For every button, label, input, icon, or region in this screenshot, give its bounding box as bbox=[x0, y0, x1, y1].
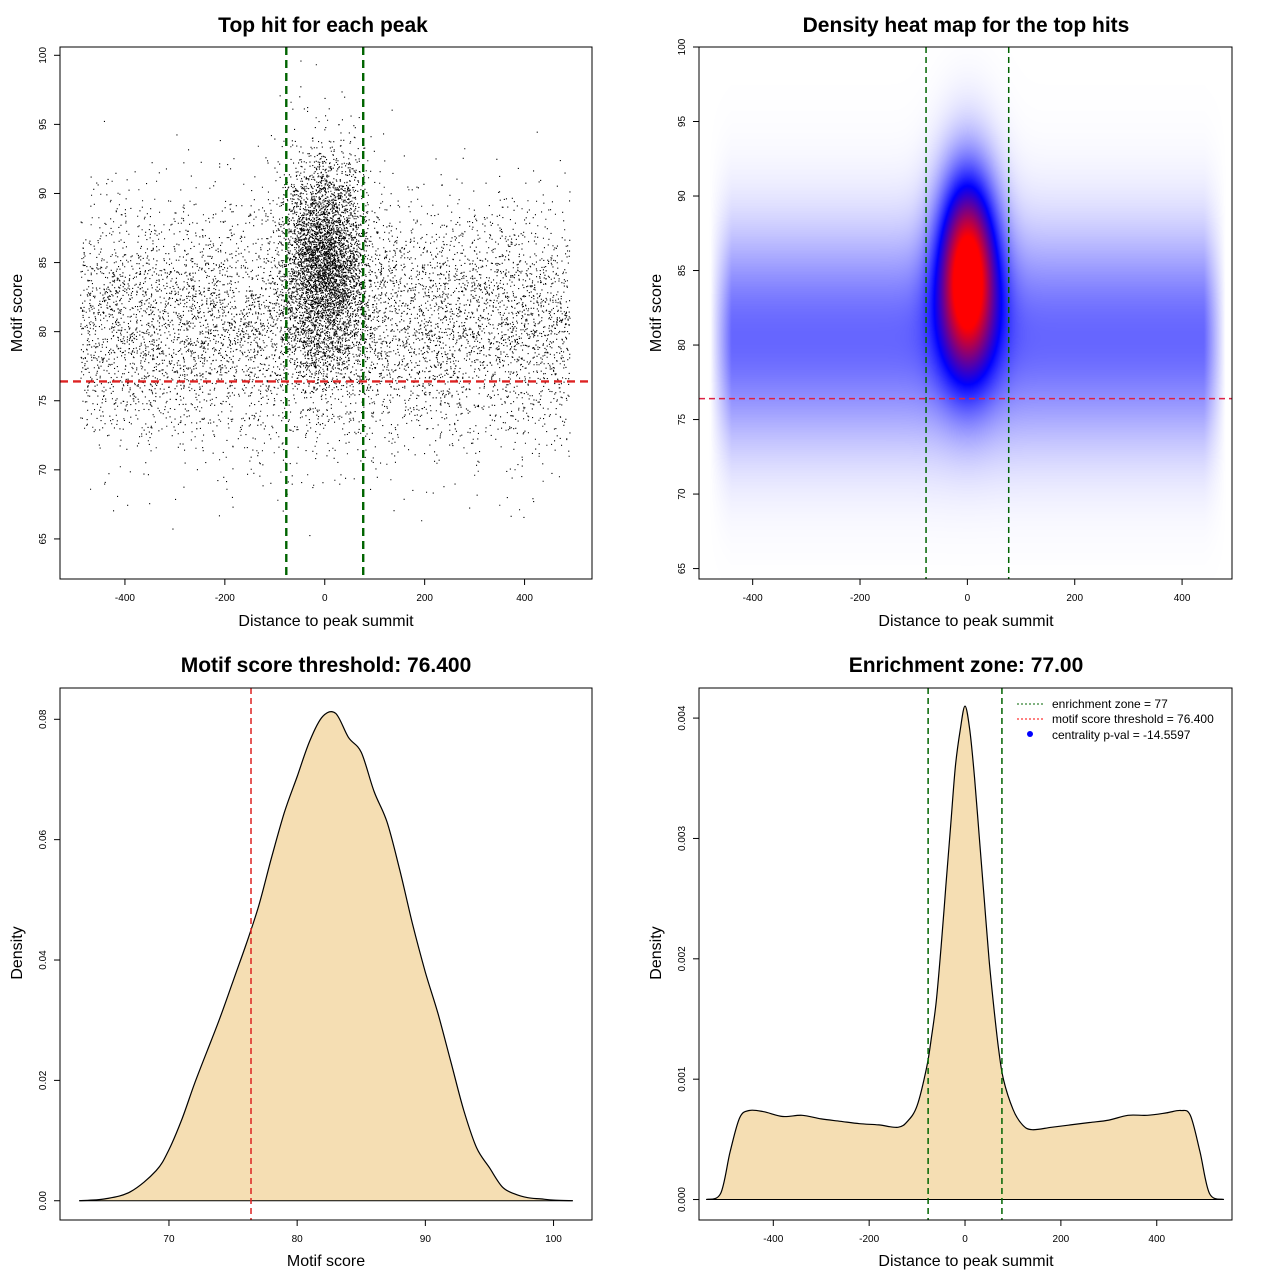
x-tick-label: 80 bbox=[292, 1234, 304, 1245]
legend: enrichment zone = 77 motif score thresho… bbox=[1017, 697, 1214, 742]
y-axis: 65 70 75 80 85 90 95 100 bbox=[38, 47, 61, 545]
y-tick-label: 75 bbox=[677, 414, 688, 426]
panel-enrichment-zone-density: Enrichment zone: 77.00 -400 -200 0 200 400 0… bbox=[648, 654, 1233, 1270]
x-tick-label: 100 bbox=[545, 1234, 562, 1245]
x-tick-label: 70 bbox=[163, 1234, 175, 1245]
x-tick-label: 200 bbox=[1053, 1234, 1070, 1245]
y-tick-label: 0.001 bbox=[677, 1066, 688, 1091]
x-tick-label: -200 bbox=[859, 1234, 879, 1245]
reference-lines bbox=[927, 688, 1003, 1220]
y-axis-label: Density bbox=[9, 926, 26, 979]
y-tick-label: 95 bbox=[38, 118, 49, 130]
heatmap-density bbox=[699, 47, 1232, 579]
x-axis: -400 -200 0 200 400 bbox=[743, 578, 1191, 604]
y-tick-label: 0.002 bbox=[677, 946, 688, 971]
legend-label-motif-threshold: motif score threshold = 76.400 bbox=[1052, 712, 1214, 726]
scatter-point bbox=[80, 60, 571, 537]
x-tick-label: -400 bbox=[743, 593, 763, 604]
density-fill bbox=[706, 706, 1224, 1200]
x-tick-label: 200 bbox=[1066, 593, 1083, 604]
legend-label-centrality-pval: centrality p-val = -14.5597 bbox=[1052, 728, 1191, 742]
x-axis-label: Distance to peak summit bbox=[878, 613, 1054, 630]
chart-title: Top hit for each peak bbox=[218, 14, 428, 37]
x-axis: -400 -200 0 200 400 bbox=[115, 578, 533, 604]
x-axis-label: Distance to peak summit bbox=[238, 613, 414, 630]
y-tick-label: 0.08 bbox=[38, 709, 49, 729]
legend-label-enrichment-zone: enrichment zone = 77 bbox=[1052, 697, 1168, 711]
y-tick-label: 0.04 bbox=[38, 950, 49, 970]
panel-motif-score-density: Motif score threshold: 76.400 70 80 90 100 … bbox=[9, 654, 593, 1270]
y-tick-label: 0.02 bbox=[38, 1070, 49, 1090]
x-tick-label: 0 bbox=[962, 1234, 968, 1245]
density-area bbox=[705, 705, 1225, 1201]
x-tick-label: 0 bbox=[322, 593, 328, 604]
y-tick-label: 85 bbox=[677, 265, 688, 277]
y-axis-label: Motif score bbox=[648, 274, 665, 352]
reference-lines bbox=[60, 47, 592, 579]
y-tick-label: 70 bbox=[38, 464, 49, 476]
x-tick-label: 400 bbox=[1148, 1234, 1165, 1245]
x-tick-label: 90 bbox=[420, 1234, 432, 1245]
density-area bbox=[79, 710, 573, 1202]
y-tick-label: 90 bbox=[677, 190, 688, 202]
x-tick-label: 0 bbox=[965, 593, 971, 604]
panel-density-heatmap: Density heat map for the top hits -400 -2… bbox=[648, 14, 1233, 630]
x-axis-label: Motif score bbox=[287, 1253, 365, 1270]
y-tick-label: 85 bbox=[38, 257, 49, 269]
x-tick-label: 200 bbox=[416, 593, 433, 604]
y-tick-label: 90 bbox=[38, 187, 49, 199]
y-tick-label: 0.003 bbox=[677, 826, 688, 851]
x-tick-label: 400 bbox=[516, 593, 533, 604]
chart-title: Enrichment zone: 77.00 bbox=[849, 654, 1084, 677]
scatter-points bbox=[80, 60, 571, 537]
x-tick-label: -200 bbox=[850, 593, 870, 604]
y-tick-label: 0.004 bbox=[677, 705, 688, 730]
density-curve bbox=[705, 705, 1225, 1201]
density-curve bbox=[79, 710, 573, 1202]
y-tick-label: 100 bbox=[677, 38, 688, 55]
y-tick-label: 80 bbox=[677, 339, 688, 351]
x-axis: -400 -200 0 200 400 bbox=[763, 1219, 1166, 1245]
y-tick-label: 65 bbox=[38, 533, 49, 545]
x-tick-label: -200 bbox=[215, 593, 235, 604]
chart-title: Density heat map for the top hits bbox=[803, 14, 1130, 37]
y-axis: 0.000 0.001 0.002 0.003 0.004 bbox=[677, 705, 700, 1212]
y-tick-label: 95 bbox=[677, 116, 688, 128]
panel-top-hit-scatter: Top hit for each peak -400 -200 0 200 400 65… bbox=[9, 14, 593, 630]
y-axis: 65 70 75 80 85 90 95 100 bbox=[677, 38, 700, 575]
y-tick-label: 0.06 bbox=[38, 829, 49, 849]
reference-lines bbox=[699, 47, 1232, 579]
y-tick-label: 100 bbox=[38, 47, 49, 64]
heatmap-image bbox=[699, 47, 1232, 579]
y-axis-label: Density bbox=[648, 926, 665, 979]
x-axis-label: Distance to peak summit bbox=[878, 1253, 1054, 1270]
x-tick-label: 400 bbox=[1174, 593, 1191, 604]
y-tick-label: 75 bbox=[38, 395, 49, 407]
x-tick-label: -400 bbox=[115, 593, 135, 604]
y-tick-label: 70 bbox=[677, 488, 688, 500]
legend-swatch-centrality-pval bbox=[1027, 731, 1033, 737]
y-tick-label: 0.00 bbox=[38, 1191, 49, 1211]
x-tick-label: -400 bbox=[763, 1234, 783, 1245]
y-tick-label: 65 bbox=[677, 563, 688, 575]
y-axis-label: Motif score bbox=[9, 274, 26, 352]
density-fill bbox=[79, 711, 573, 1201]
x-axis: 70 80 90 100 bbox=[163, 1219, 562, 1245]
y-tick-label: 80 bbox=[38, 326, 49, 338]
chart-title: Motif score threshold: 76.400 bbox=[181, 654, 472, 677]
y-tick-label: 0.000 bbox=[677, 1187, 688, 1212]
y-axis: 0.00 0.02 0.04 0.06 0.08 bbox=[38, 709, 61, 1211]
